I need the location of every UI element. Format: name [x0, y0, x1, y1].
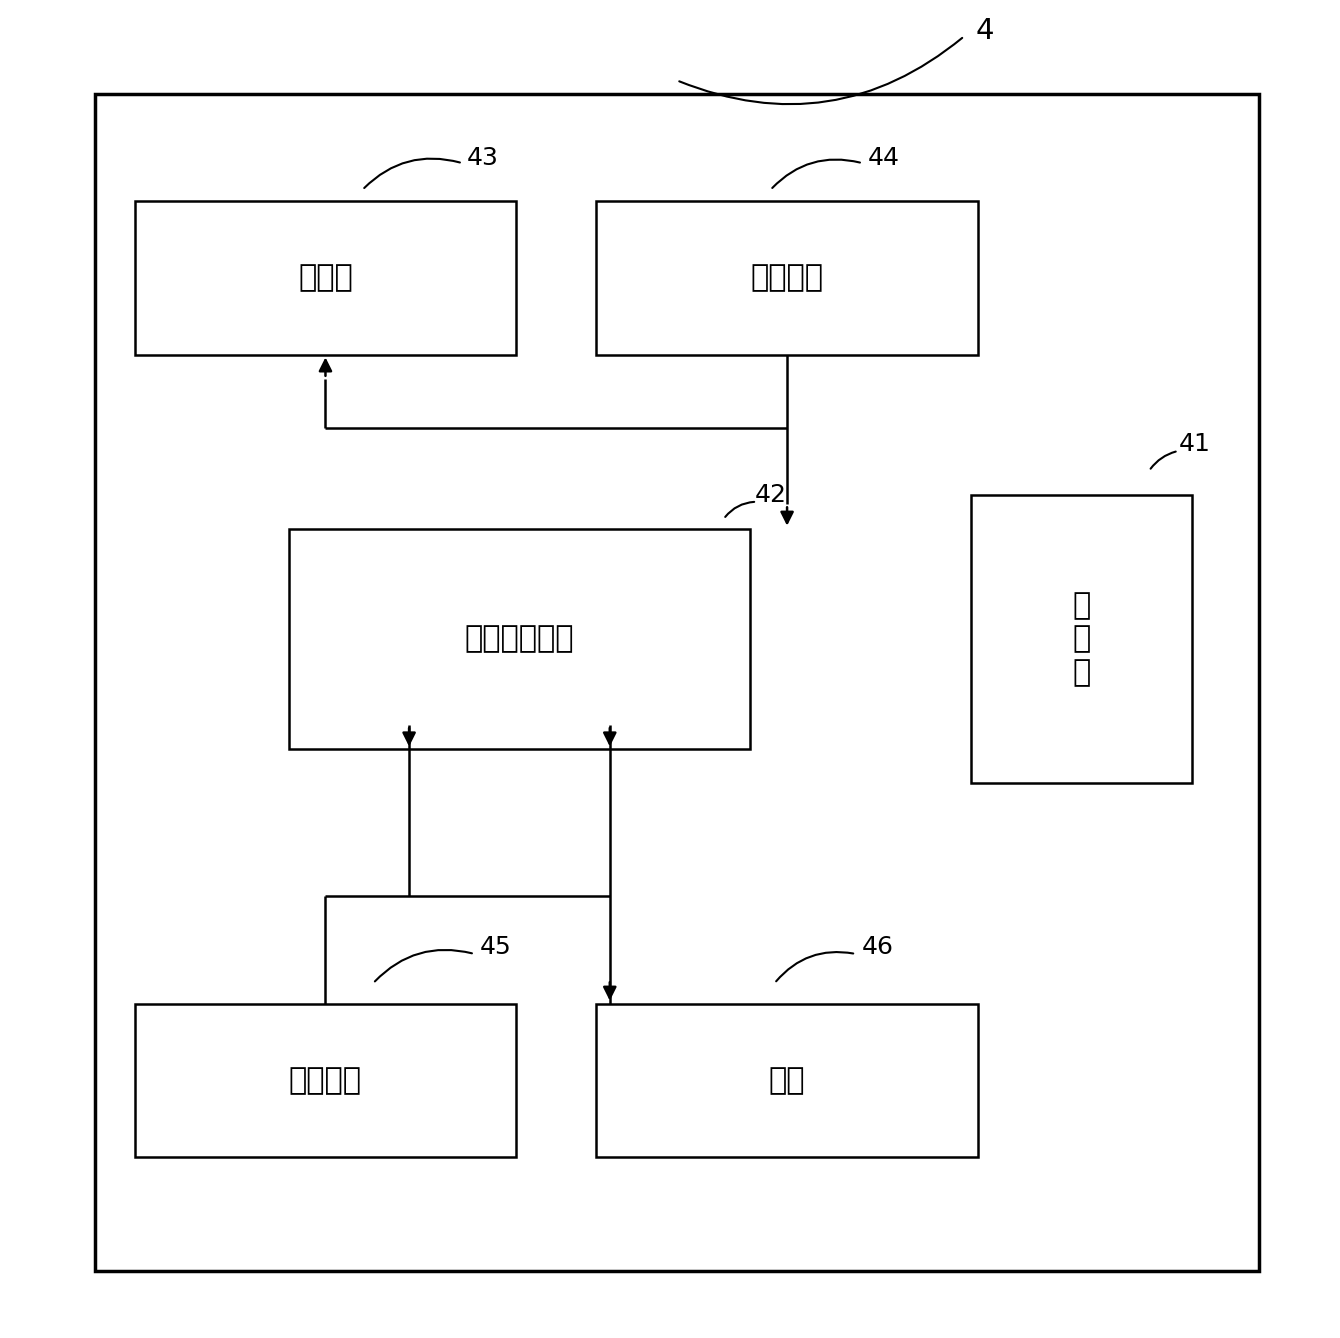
FancyBboxPatch shape	[596, 1004, 978, 1157]
Text: 接口: 接口	[769, 1066, 805, 1094]
FancyBboxPatch shape	[288, 529, 750, 749]
Text: 41: 41	[1179, 432, 1210, 456]
Text: 水
准
仪: 水 准 仪	[1072, 591, 1091, 686]
Text: 单片机控制器: 单片机控制器	[465, 625, 575, 653]
FancyBboxPatch shape	[135, 201, 516, 355]
Text: 显示器: 显示器	[297, 264, 352, 292]
Text: 电源开关: 电源开关	[289, 1066, 362, 1094]
Text: 输入按键: 输入按键	[750, 264, 824, 292]
FancyBboxPatch shape	[596, 201, 978, 355]
FancyBboxPatch shape	[135, 1004, 516, 1157]
Text: 44: 44	[868, 146, 900, 170]
Text: 46: 46	[862, 935, 894, 959]
Text: 4: 4	[976, 17, 994, 44]
Text: 45: 45	[480, 935, 512, 959]
Text: 43: 43	[466, 146, 498, 170]
FancyBboxPatch shape	[972, 495, 1191, 783]
Text: 42: 42	[754, 483, 787, 507]
